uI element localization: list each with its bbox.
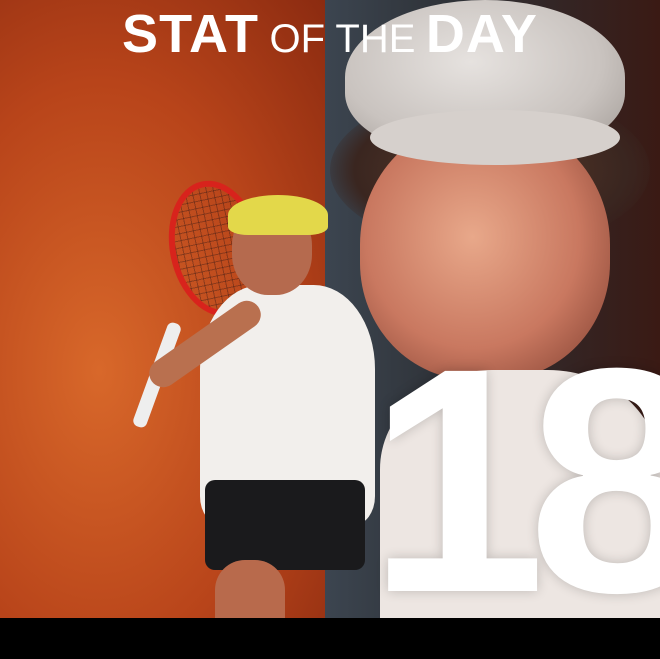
- title-of-the: OF THE: [269, 17, 416, 61]
- player-portrait-shirt: [380, 370, 660, 618]
- player-action-cap: [228, 195, 328, 235]
- player-portrait-cap-brim: [370, 110, 620, 165]
- player-action-leg: [215, 560, 285, 618]
- title-day: DAY: [425, 4, 538, 64]
- player-action-shorts: [205, 480, 365, 570]
- stat-number: 18: [368, 301, 660, 659]
- title-stat: STAT: [122, 4, 260, 64]
- poster-title: STAT OF THE DAY: [0, 4, 660, 78]
